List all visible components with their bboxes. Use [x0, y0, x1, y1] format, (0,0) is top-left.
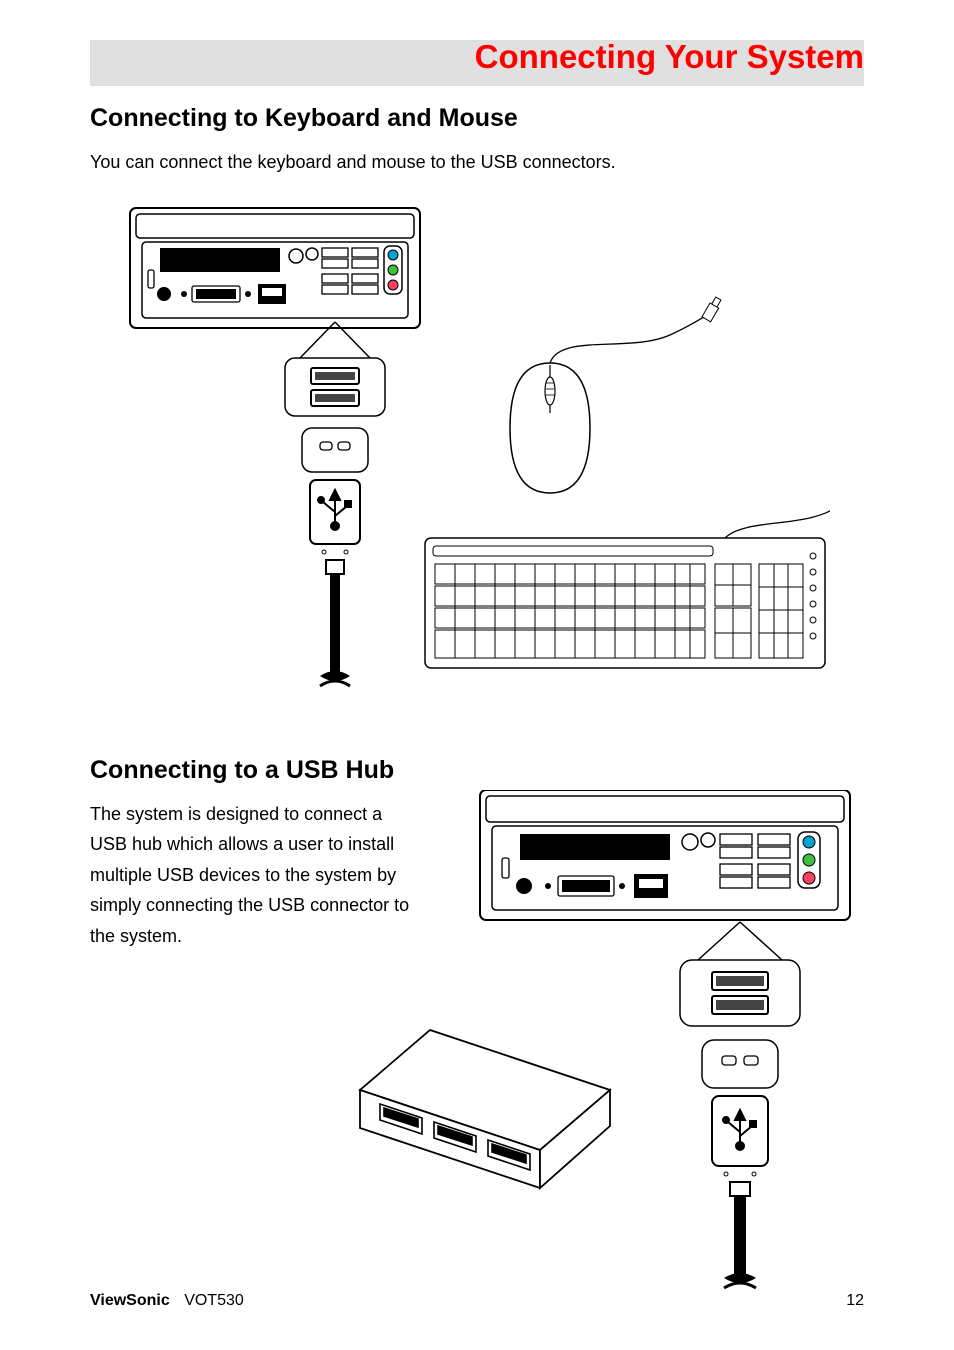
figure-keyboard-mouse — [90, 198, 830, 708]
figure-usb-hub — [90, 790, 870, 1290]
title-bar: Connecting Your System — [90, 40, 864, 86]
footer-brand: ViewSonic — [90, 1292, 170, 1309]
page-title: Connecting Your System — [475, 38, 864, 76]
footer-model: VOT530 — [184, 1292, 244, 1309]
footer-page-number: 12 — [846, 1292, 864, 1310]
page-footer: ViewSonic VOT530 12 — [90, 1292, 864, 1310]
section1-body: You can connect the keyboard and mouse t… — [90, 147, 864, 178]
section2-heading: Connecting to a USB Hub — [90, 756, 420, 785]
section1-heading: Connecting to Keyboard and Mouse — [90, 104, 864, 133]
document-page: Connecting Your System Connecting to Key… — [0, 0, 954, 1350]
